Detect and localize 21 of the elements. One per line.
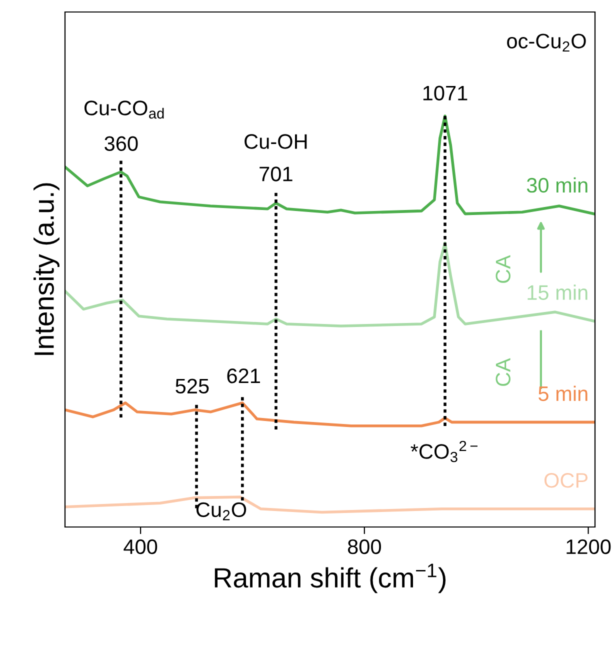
y-axis-title: Intensity (a.u.) bbox=[34, 183, 60, 355]
series-label: OCP bbox=[544, 473, 588, 488]
x-tick-label: 800 bbox=[348, 539, 381, 554]
x-tick-label: 1200 bbox=[566, 539, 611, 554]
annotation: CA bbox=[496, 358, 510, 386]
annotation: 360 bbox=[104, 136, 138, 151]
x-axis-title: Raman shift (cm$^{−1}$) bbox=[214, 564, 446, 594]
annotation: 525 bbox=[176, 378, 209, 394]
annotation: CA bbox=[496, 255, 510, 283]
annotation: Cu-CO$_{ad}$ bbox=[84, 100, 164, 119]
series-label: 30 min bbox=[526, 177, 588, 193]
series-label: 5 min bbox=[538, 386, 588, 402]
series-label: 15 min bbox=[528, 284, 588, 300]
x-tick-label: 400 bbox=[124, 539, 158, 554]
annotation: *CO$_{3}$$^{2−}$ bbox=[410, 440, 478, 462]
text: oc-Cu$_{2}$O bbox=[507, 34, 586, 52]
text: 1071 bbox=[423, 86, 468, 101]
annotation: 701 bbox=[260, 166, 292, 182]
annotation: Cu-OH bbox=[244, 134, 307, 149]
annotation: Cu$_{2}$O bbox=[196, 502, 246, 520]
annotation: 621 bbox=[227, 368, 260, 384]
